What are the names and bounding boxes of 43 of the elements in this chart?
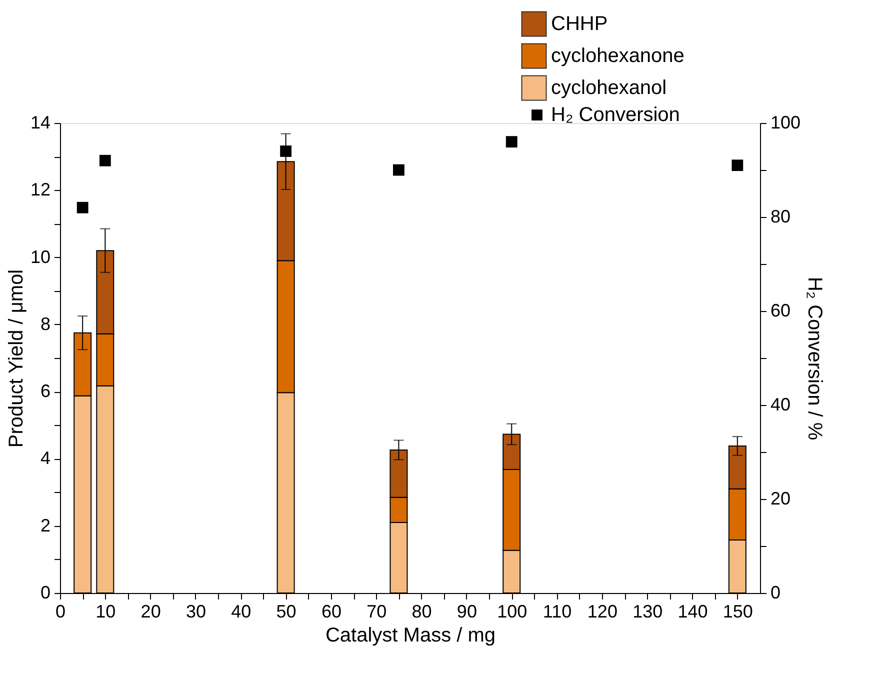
x-tick-label: 50	[276, 602, 296, 622]
legend-label: CHHP	[551, 13, 608, 35]
y2-tick-label: 60	[770, 300, 791, 320]
y-tick-label: 10	[30, 246, 50, 267]
x-tick-label: 90	[456, 602, 477, 622]
x-tick-label: 30	[186, 602, 206, 622]
legend-label: H₂ Conversion	[551, 104, 680, 126]
x-tick-label: 0	[55, 602, 66, 622]
point	[280, 146, 292, 157]
y2-axis-title: H₂ Conversion / %	[804, 276, 826, 440]
x-tick-label: 100	[497, 602, 528, 622]
y2-tick-label: 0	[770, 582, 781, 602]
y2-tick-label: 80	[770, 206, 791, 226]
y-tick-label: 6	[40, 381, 50, 402]
point	[99, 154, 111, 166]
legend-label: cyclohexanol	[551, 77, 667, 99]
x-tick-label: 120	[587, 602, 618, 622]
x-tick-label: 150	[722, 602, 753, 622]
y-tick-label: 12	[30, 180, 50, 200]
y2-tick-label: 40	[770, 394, 791, 414]
x-tick-label: 60	[321, 602, 342, 622]
y2-tick-label: 100	[770, 112, 801, 132]
x-tick-label: 110	[542, 602, 572, 622]
x-tick-label: 140	[678, 602, 708, 622]
x-tick-label: 130	[632, 602, 663, 622]
x-tick-label: 70	[366, 602, 387, 622]
point	[732, 160, 744, 171]
point	[393, 164, 404, 176]
x-tick-label: 10	[96, 602, 116, 622]
y-tick-label: 4	[40, 448, 50, 468]
point	[506, 136, 518, 148]
x-axis-title: Catalyst Mass / mg	[325, 624, 496, 646]
y-tick-label: 2	[40, 515, 50, 536]
y-tick-label: 14	[30, 112, 50, 132]
x-tick-label: 80	[412, 602, 432, 622]
y-tick-label: 0	[40, 582, 50, 602]
legend-label: cyclohexanone	[551, 45, 684, 67]
y-axis-title: Product Yield / μmol	[5, 269, 28, 448]
x-tick-label: 20	[140, 602, 161, 622]
y2-tick-label: 20	[770, 488, 791, 508]
y-tick-label: 8	[40, 314, 50, 334]
point	[76, 202, 88, 214]
x-tick-label: 40	[231, 602, 252, 622]
